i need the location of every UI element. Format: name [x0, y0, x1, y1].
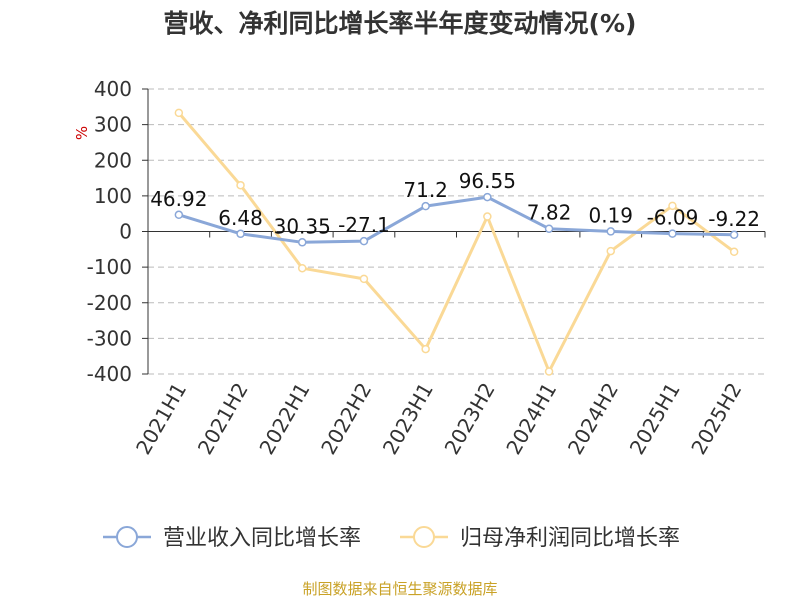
- legend-marker: [413, 526, 435, 548]
- revenue-point: [544, 224, 554, 233]
- y-tick-label: 400: [94, 77, 132, 101]
- revenue-point: [421, 201, 430, 211]
- x-tick-label: 2023H1: [378, 379, 438, 459]
- data-labels: 46.92 6.48 30.35 -27.1 71.2 96.55 7.82 0.19 -6.0…: [150, 169, 760, 238]
- data-label: 46.92: [150, 187, 207, 211]
- y-tick-label: -200: [87, 291, 132, 315]
- net-profit-point: [668, 201, 677, 211]
- net-profit-growth-line: [177, 111, 736, 374]
- x-tick-label: 2023H2: [440, 378, 500, 458]
- y-tick-label: 100: [94, 184, 132, 208]
- revenue-growth-line: [178, 195, 735, 244]
- data-label: 0.19: [588, 203, 633, 227]
- revenue-point: [606, 227, 615, 236]
- revenue-point: [668, 229, 677, 238]
- data-label: -6.09: [647, 206, 699, 230]
- grid-lines: [148, 88, 765, 375]
- legend-marker: [116, 526, 138, 548]
- data-label: 30.35: [274, 214, 331, 238]
- x-tick-label: 2024H1: [501, 379, 561, 459]
- x-tick-label: 2022H2: [316, 379, 376, 459]
- data-label: 96.55: [459, 169, 516, 193]
- x-tick-label: 2025H1: [625, 379, 685, 459]
- chart-title: 营收、净利同比增长率半年度变动情况(%): [163, 9, 637, 38]
- data-label: 6.48: [218, 206, 263, 230]
- series-lines: [174, 108, 739, 376]
- legend-label-net-profit: 归母净利润同比增长率: [460, 526, 680, 551]
- revenue-point: [174, 210, 184, 220]
- y-tick-label: 0: [119, 220, 132, 244]
- legend: 营业收入同比增长率 归母净利润同比增长率: [103, 526, 680, 551]
- data-label: -27.1: [338, 213, 390, 237]
- data-label: -9.22: [708, 207, 760, 231]
- revenue-point: [729, 230, 739, 240]
- x-tick-label: 2024H2: [563, 379, 623, 459]
- y-tick-label: -300: [87, 326, 132, 350]
- source-note: 制图数据来自恒生聚源数据库: [302, 580, 498, 598]
- y-tick-label: -100: [87, 255, 132, 279]
- net-profit-point: [236, 180, 245, 190]
- y-axis-unit: %: [73, 126, 91, 140]
- net-profit-point: [421, 344, 430, 354]
- net-profit-point: [174, 108, 184, 118]
- revenue-point: [298, 238, 307, 247]
- net-profit-point: [729, 247, 739, 257]
- data-label: 71.2: [403, 178, 448, 202]
- net-profit-point: [483, 212, 492, 221]
- net-profit-point: [544, 367, 554, 376]
- x-tick-label: 2021H2: [193, 379, 253, 459]
- y-tick-label: -400: [87, 362, 132, 386]
- legend-label-revenue: 营业收入同比增长率: [163, 526, 361, 551]
- x-tick-label: 2025H2: [686, 379, 746, 459]
- data-label: 7.82: [527, 201, 572, 225]
- x-tick-label: 2022H1: [254, 379, 314, 459]
- y-tick-label: 300: [94, 113, 132, 137]
- net-profit-point: [606, 246, 615, 256]
- revenue-point: [359, 236, 369, 246]
- net-profit-point: [359, 274, 369, 284]
- y-tick-label: 200: [94, 148, 132, 172]
- revenue-point: [483, 192, 492, 202]
- x-tick-label: 2021H1: [131, 379, 191, 459]
- revenue-point: [236, 229, 245, 239]
- net-profit-point: [298, 263, 307, 273]
